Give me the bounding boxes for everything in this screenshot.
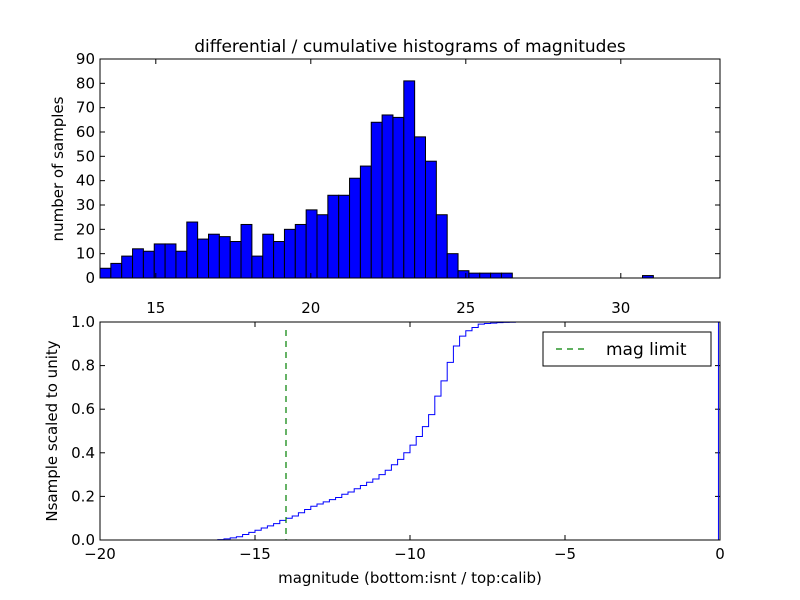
histogram-bar	[164, 243, 177, 279]
histogram-ylabel: number of samples	[49, 96, 67, 241]
legend-mag-limit-label: mag limit	[606, 340, 687, 360]
histogram-ytick-label: 60	[76, 123, 95, 141]
histogram-bar	[305, 209, 318, 279]
histogram-bar	[229, 241, 242, 279]
histogram-bar	[240, 223, 253, 279]
histogram-bar	[186, 221, 199, 279]
histogram-bar	[414, 136, 426, 279]
histogram-bar	[218, 236, 231, 279]
histogram-bar	[327, 194, 340, 279]
histogram-ytick-label: 80	[76, 74, 95, 92]
chart-title: differential / cumulative histograms of …	[194, 37, 626, 57]
histogram-bars	[99, 80, 654, 279]
histogram-panel: differential / cumulative histograms of …	[49, 37, 721, 317]
histogram-bar	[262, 233, 275, 279]
histogram-ytick-label: 30	[76, 196, 95, 214]
histogram-bar	[446, 253, 459, 279]
histogram-bar	[153, 243, 166, 279]
histogram-frame	[99, 58, 721, 279]
histogram-ytick-label: 10	[76, 245, 95, 263]
histogram-bar	[175, 250, 188, 279]
histogram-bar	[359, 165, 372, 279]
histogram-bar	[142, 250, 155, 279]
histogram-bar	[121, 255, 134, 279]
histogram-ytick-label: 70	[76, 99, 95, 117]
histogram-bar	[479, 272, 492, 279]
histogram-bar	[197, 238, 209, 279]
cumulative-ytick-label: 0.6	[71, 400, 95, 418]
histogram-bar	[425, 160, 437, 279]
cumulative-ylabel: Nsample scaled to unity	[43, 340, 61, 521]
cumulative-line	[100, 321, 719, 541]
histogram-bar	[468, 272, 481, 279]
histogram-bar	[338, 194, 351, 279]
histogram-bar	[381, 114, 394, 279]
cumulative-xtick-label: −15	[239, 545, 271, 563]
histogram-bar	[490, 272, 502, 279]
histogram-bar	[500, 272, 513, 279]
cumulative-xtick-label: −20	[84, 545, 116, 563]
histogram-bar	[294, 223, 307, 279]
histogram-xtick-label: 15	[146, 299, 165, 317]
cumulative-panel: 0.0 0.2 0.4 0.6 0.8 1.0 −20 −15 −10 −5 0 Nsample s…	[43, 313, 725, 587]
histogram-ytick-label: 20	[76, 220, 95, 238]
histogram-ytick-label: 0	[85, 269, 95, 287]
cumulative-xtick-label: −10	[394, 545, 426, 563]
legend: mag limit	[542, 331, 712, 367]
histogram-bar	[403, 80, 416, 279]
histogram-bar	[110, 262, 123, 279]
histogram-bar	[316, 214, 329, 279]
histogram-bar	[457, 270, 470, 279]
histogram-bar	[283, 228, 296, 279]
cumulative-frame	[99, 321, 721, 541]
cumulative-ticks: 0.0 0.2 0.4 0.6 0.8 1.0 −20 −15 −10 −5 0	[71, 313, 725, 563]
cumulative-ytick-label: 1.0	[71, 313, 95, 331]
cumulative-ytick-label: 0.4	[71, 444, 95, 462]
histogram-bar	[392, 116, 405, 279]
histogram-bar	[208, 233, 220, 279]
histogram-bar	[251, 255, 264, 279]
histogram-xtick-label: 30	[611, 299, 630, 317]
histogram-bar	[132, 248, 144, 279]
histogram-ticks: 0 10 20 30 40 50 60 70 80 90 15 20 25 30	[76, 50, 720, 317]
histogram-xtick-label: 20	[301, 299, 320, 317]
histogram-bar	[99, 267, 112, 279]
histogram-ytick-label: 40	[76, 172, 95, 190]
histogram-bar	[273, 241, 285, 279]
cumulative-ytick-label: 0.0	[71, 531, 95, 549]
cumulative-ytick-label: 0.8	[71, 357, 95, 375]
cumulative-ytick-label: 0.2	[71, 487, 95, 505]
histogram-bar	[435, 214, 448, 279]
histogram-xtick-label: 25	[456, 299, 475, 317]
histogram-bar	[370, 121, 383, 279]
cumulative-xtick-label: −5	[554, 545, 576, 563]
cumulative-xtick-label: 0	[715, 545, 725, 563]
histogram-bar	[349, 177, 361, 279]
histogram-ytick-label: 90	[76, 50, 95, 68]
histogram-ytick-label: 50	[76, 147, 95, 165]
cumulative-xlabel: magnitude (bottom:isnt / top:calib)	[278, 569, 542, 587]
